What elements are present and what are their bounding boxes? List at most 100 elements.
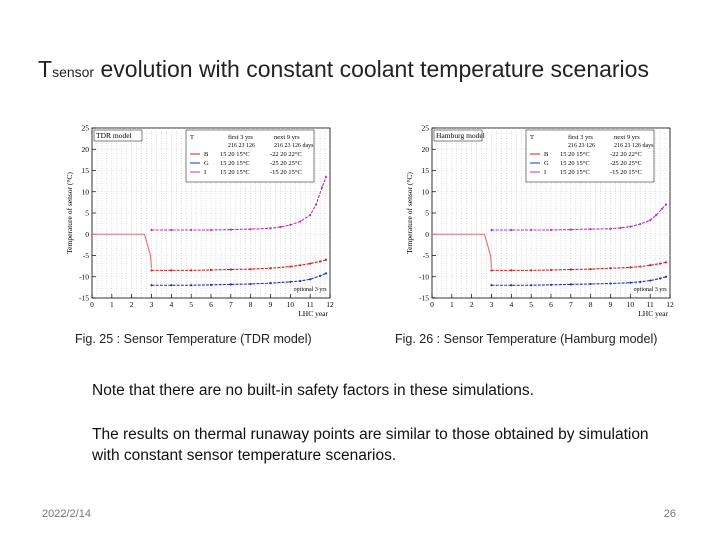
y-tick-label: 25: [422, 124, 430, 133]
legend-next-G: -25 20 25°C: [610, 160, 642, 167]
x-tick-label: 5: [189, 300, 193, 309]
series-point-I: [490, 228, 493, 232]
series-point-I: [569, 228, 572, 231]
x-axis-label: LHC year: [298, 309, 328, 318]
series-point-B: [530, 269, 533, 272]
legend-next-I: -15 20 15°C: [270, 169, 302, 176]
x-tick-label: 0: [90, 300, 94, 309]
series-point-I: [229, 228, 232, 231]
model-label: TDR model: [96, 131, 132, 140]
model-label-box: [433, 129, 483, 142]
note-runaway-results: The results on thermal runaway points ar…: [92, 426, 649, 464]
series-point-G: [549, 283, 553, 286]
y-axis-label: Temperature of sensor (°C): [405, 172, 414, 254]
series-point-G: [249, 282, 252, 286]
series-point-I: [249, 228, 252, 231]
series-point-I: [309, 214, 312, 217]
series-point-B: [269, 267, 272, 270]
series-point-I: [289, 223, 292, 226]
y-tick-label: 20: [82, 145, 90, 154]
y-tick-label: -15: [419, 294, 429, 303]
series-point-G: [324, 272, 328, 275]
annotation-optional-years: optional 3 yrs: [294, 287, 328, 293]
series-point-G: [170, 284, 173, 287]
series-point-B: [289, 265, 292, 268]
series-point-B: [549, 268, 553, 272]
legend-next-I: -15 20 15°C: [610, 169, 642, 176]
slide-date: 2022/2/14: [42, 508, 91, 520]
y-tick-label: 25: [82, 124, 90, 133]
legend-first-G: 15 20 15°C: [560, 160, 590, 167]
x-tick-label: 2: [130, 300, 134, 309]
x-tick-label: 0: [430, 300, 434, 309]
legend-subheader-2: 216 23 126 days: [614, 143, 654, 149]
series-point-I: [655, 214, 658, 217]
series-point-B: [190, 269, 193, 272]
series-point-G: [299, 279, 302, 283]
x-tick-label: 10: [627, 300, 635, 309]
series-point-I: [639, 222, 642, 226]
series-point-I: [324, 175, 328, 178]
model-label: Hamburg model: [436, 131, 485, 140]
y-tick-label: -10: [79, 272, 89, 281]
series-point-I: [660, 207, 664, 210]
series-line-I: [151, 176, 327, 231]
y-tick-label: 5: [425, 209, 429, 218]
series-point-G: [209, 283, 213, 286]
series-point-B: [170, 269, 173, 272]
series-point-B: [639, 265, 642, 268]
legend-first-I: 15 20 15°C: [560, 169, 590, 176]
legend-subheader-2: 216 23 126 days: [274, 143, 314, 149]
series-point-G: [490, 284, 493, 287]
series-point-I: [549, 228, 553, 232]
x-tick-label: 3: [150, 300, 154, 309]
series-point-B: [150, 269, 153, 272]
legend-first-B: 15 20 15°C: [220, 151, 250, 158]
series-line-B: [491, 261, 667, 271]
series-point-I: [649, 219, 652, 222]
x-tick-label: 5: [529, 300, 533, 309]
x-tick-label: 11: [647, 300, 654, 309]
series-point-G: [658, 277, 662, 280]
series-point-I: [609, 227, 612, 230]
title-subscript: sensor: [52, 64, 95, 80]
series-point-I: [629, 225, 632, 228]
legend-name-G: G: [544, 160, 549, 167]
x-tick-label: 7: [569, 300, 573, 309]
series-line-I: [491, 204, 667, 231]
y-axis-label: Temperature of sensor (°C): [65, 172, 74, 254]
series-point-G: [269, 282, 272, 285]
x-tick-label: 8: [589, 300, 593, 309]
series-point-I: [315, 203, 318, 206]
series-point-I: [150, 228, 153, 232]
x-tick-label: 9: [269, 300, 273, 309]
legend-first-I: 15 20 15°C: [220, 169, 250, 176]
legend-first-G: 15 20 15°C: [220, 160, 250, 167]
y-tick-label: -5: [83, 251, 89, 260]
x-tick-label: 4: [509, 300, 513, 309]
figure-caption-hamburg: Fig. 26 : Sensor Temperature (Hamburg mo…: [395, 332, 658, 346]
y-tick-label: 10: [82, 187, 90, 196]
y-tick-label: 5: [85, 209, 89, 218]
series-point-I: [320, 186, 324, 189]
series-point-G: [649, 279, 652, 282]
x-tick-label: 3: [490, 300, 494, 309]
x-tick-label: 12: [326, 300, 334, 309]
series-point-B: [510, 269, 513, 272]
legend-subheader-1: 216 23 126: [568, 143, 595, 149]
series-point-I: [530, 228, 533, 232]
legend-header-2: next 9 yrs: [274, 134, 300, 141]
legend-next-G: -25 20 25°C: [270, 160, 302, 167]
x-tick-label: 11: [307, 300, 314, 309]
series-point-G: [309, 278, 312, 281]
series-point-I: [209, 228, 213, 232]
series-point-I: [664, 203, 668, 206]
series-point-B: [249, 268, 252, 271]
series-point-G: [639, 280, 642, 283]
series-line-B: [151, 259, 327, 271]
series-point-G: [589, 282, 592, 286]
y-tick-label: -10: [419, 272, 429, 281]
y-tick-label: 15: [82, 166, 90, 175]
series-point-G: [229, 283, 232, 286]
